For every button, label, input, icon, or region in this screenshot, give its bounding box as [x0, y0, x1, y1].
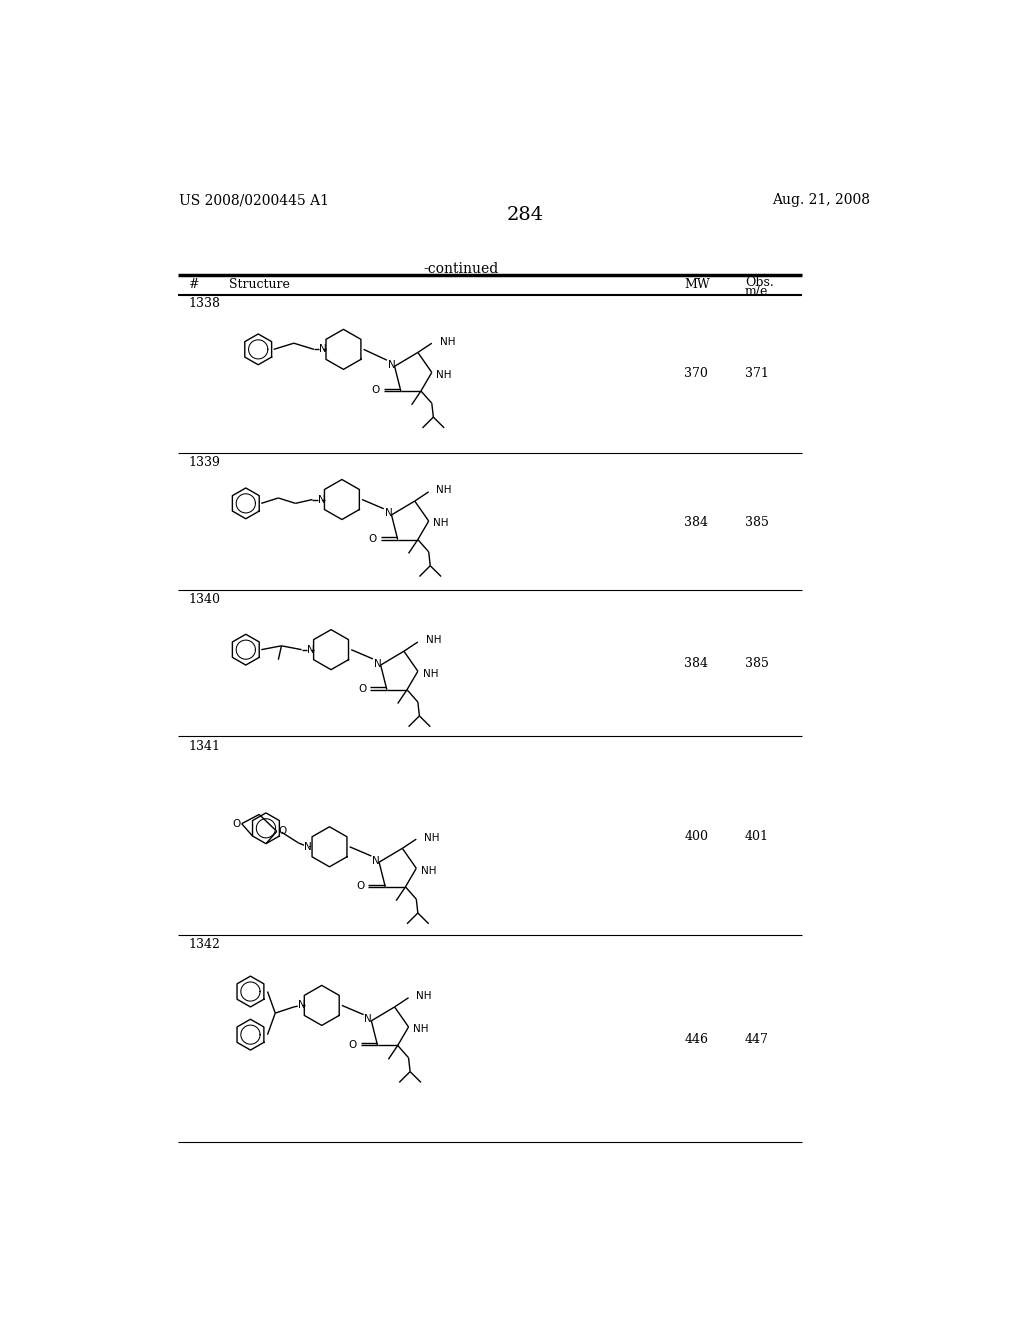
- Text: NH: NH: [424, 833, 439, 842]
- Text: N: N: [388, 360, 395, 370]
- Text: NH: NH: [426, 635, 441, 645]
- Text: NH: NH: [436, 370, 452, 380]
- Text: MW: MW: [684, 277, 711, 290]
- Text: 284: 284: [506, 206, 544, 224]
- Text: 1339: 1339: [188, 457, 220, 470]
- Text: 385: 385: [744, 657, 769, 671]
- Text: 384: 384: [684, 516, 709, 529]
- Text: 371: 371: [744, 367, 769, 380]
- Text: N: N: [307, 644, 314, 655]
- Text: NH: NH: [436, 486, 452, 495]
- Text: Aug. 21, 2008: Aug. 21, 2008: [772, 193, 870, 207]
- Text: O: O: [232, 818, 241, 829]
- Text: N: N: [365, 1014, 372, 1024]
- Text: N: N: [374, 659, 381, 668]
- Text: NH: NH: [433, 519, 449, 528]
- Text: US 2008/0200445 A1: US 2008/0200445 A1: [179, 193, 329, 207]
- Text: 401: 401: [744, 830, 769, 843]
- Text: 370: 370: [684, 367, 709, 380]
- Text: N: N: [304, 842, 311, 851]
- Text: N: N: [298, 1001, 305, 1010]
- Text: 385: 385: [744, 516, 769, 529]
- Text: O: O: [279, 826, 287, 837]
- Text: Obs.: Obs.: [744, 276, 774, 289]
- Text: 1338: 1338: [188, 297, 220, 310]
- Text: 1341: 1341: [188, 739, 220, 752]
- Text: N: N: [385, 508, 392, 519]
- Text: m/e: m/e: [744, 285, 768, 298]
- Text: NH: NH: [423, 668, 438, 678]
- Text: 446: 446: [684, 1034, 709, 1047]
- Text: 1342: 1342: [188, 939, 220, 952]
- Text: 400: 400: [684, 830, 709, 843]
- Text: NH: NH: [421, 866, 436, 875]
- Text: Structure: Structure: [228, 277, 290, 290]
- Text: #: #: [188, 277, 199, 290]
- Text: -continued: -continued: [424, 261, 499, 276]
- Text: NH: NH: [417, 991, 432, 1001]
- Text: NH: NH: [439, 337, 455, 347]
- Text: N: N: [319, 345, 328, 354]
- Text: O: O: [372, 385, 380, 395]
- Text: N: N: [372, 855, 380, 866]
- Text: 384: 384: [684, 657, 709, 671]
- Text: O: O: [358, 684, 367, 694]
- Text: O: O: [348, 1040, 357, 1049]
- Text: N: N: [317, 495, 326, 504]
- Text: O: O: [356, 880, 365, 891]
- Text: O: O: [369, 533, 377, 544]
- Text: 447: 447: [744, 1034, 769, 1047]
- Text: 1340: 1340: [188, 594, 220, 606]
- Text: NH: NH: [414, 1024, 429, 1035]
